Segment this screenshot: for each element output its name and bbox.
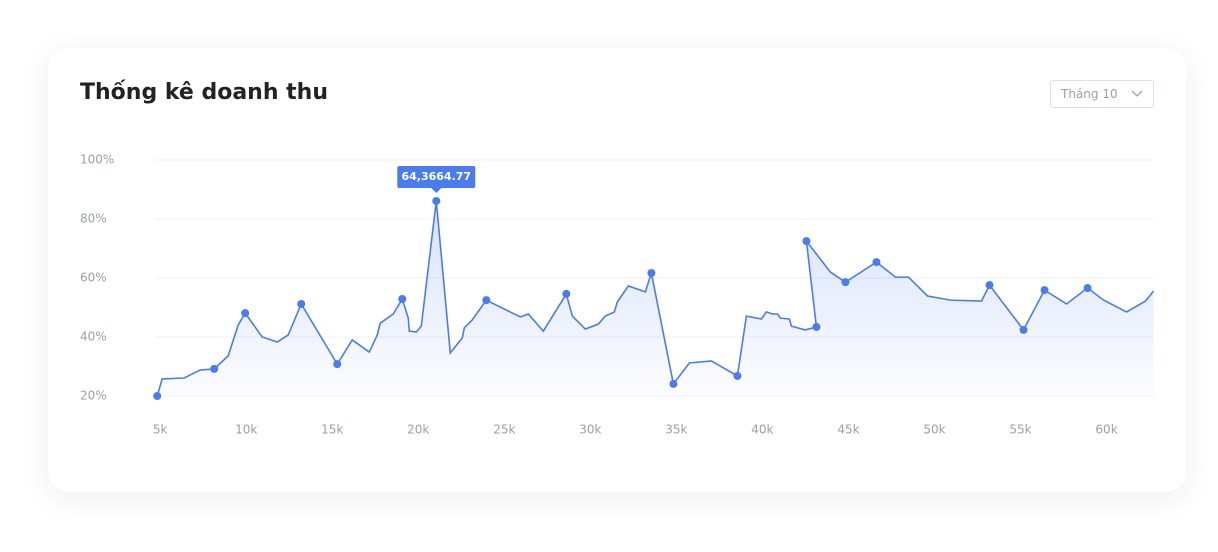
point bbox=[1083, 284, 1092, 293]
x-tick-label: 35k bbox=[665, 423, 687, 437]
chart-title: Thống kê doanh thu bbox=[80, 80, 329, 105]
dropdown-label: Tháng 10 bbox=[1061, 87, 1118, 101]
y-tick-label: 100% bbox=[80, 153, 114, 167]
x-tick-label: 45k bbox=[837, 423, 859, 437]
x-tick-label: 25k bbox=[493, 423, 515, 437]
month-dropdown[interactable]: Tháng 10 bbox=[1050, 80, 1154, 108]
point bbox=[1040, 286, 1049, 295]
y-tick-label: 40% bbox=[80, 330, 107, 344]
x-tick-label: 20k bbox=[407, 423, 429, 437]
point bbox=[1019, 325, 1028, 334]
chevron bbox=[1131, 90, 1143, 97]
x-tick-label: 15k bbox=[321, 423, 343, 437]
line bbox=[156, 200, 1155, 397]
x-tick-label: 50k bbox=[923, 423, 945, 437]
point bbox=[841, 278, 850, 287]
point bbox=[210, 364, 219, 373]
point bbox=[872, 258, 881, 267]
x-tick-label: 40k bbox=[751, 423, 773, 437]
point bbox=[482, 296, 491, 305]
point bbox=[398, 294, 407, 303]
point bbox=[153, 392, 162, 400]
point bbox=[985, 281, 994, 290]
y-tick-label: 20% bbox=[80, 389, 107, 403]
x-tick-label: 30k bbox=[579, 423, 601, 437]
x-tick-label: 60k bbox=[1095, 423, 1117, 437]
tooltip-label: 64,3664.77 bbox=[401, 170, 471, 183]
tooltip-box bbox=[397, 166, 476, 189]
x-tick-label: 10k bbox=[235, 423, 257, 437]
y-tick-label: 60% bbox=[80, 271, 107, 285]
point bbox=[297, 299, 306, 308]
point bbox=[562, 289, 571, 298]
point bbox=[669, 379, 678, 388]
point bbox=[432, 197, 441, 206]
point bbox=[733, 371, 742, 380]
x-tick-label: 5k bbox=[153, 423, 168, 437]
point bbox=[241, 309, 250, 318]
point bbox=[647, 268, 656, 277]
point bbox=[802, 237, 811, 246]
point bbox=[812, 322, 821, 331]
x-tick-label: 55k bbox=[1009, 423, 1031, 437]
y-tick-label: 80% bbox=[80, 212, 107, 226]
tooltip: 64,3664.77 bbox=[397, 166, 476, 194]
area-fill bbox=[157, 201, 1154, 396]
point bbox=[333, 360, 342, 369]
tooltip-arrow bbox=[431, 188, 442, 194]
card: Thống kê doanh thu Tháng 10 bbox=[48, 48, 1186, 492]
